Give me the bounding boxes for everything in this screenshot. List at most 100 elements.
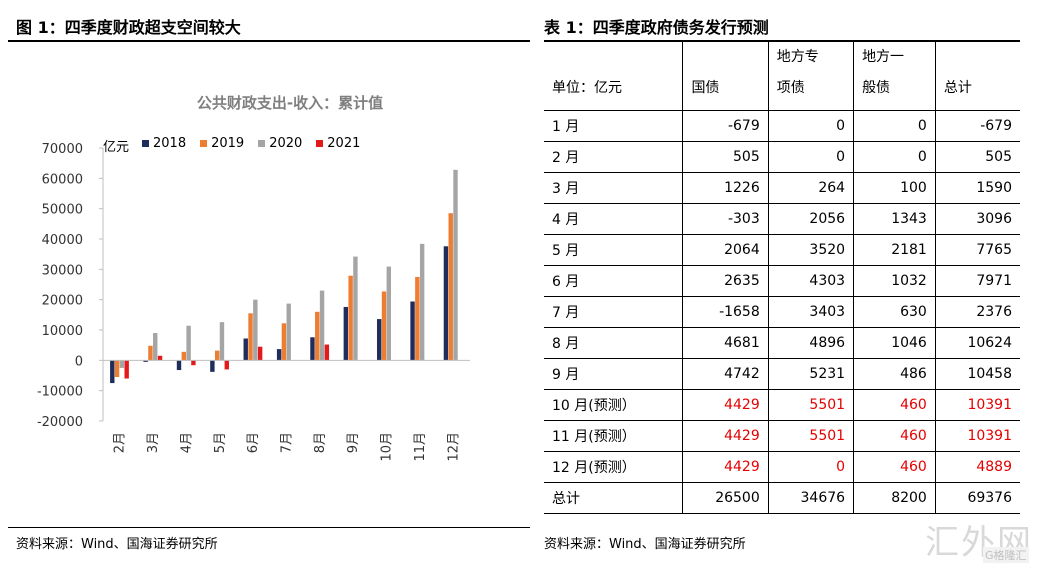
- bar-2020-5: [286, 303, 291, 361]
- x-tick-label: 10月: [380, 432, 395, 462]
- cell-guozhai: 26500: [682, 482, 769, 514]
- cell-zhuanxiang: 4303: [767, 265, 854, 297]
- legend-swatch: [200, 140, 208, 147]
- cell-yiban: 8200: [853, 482, 936, 514]
- cell-yiban: 630: [853, 296, 936, 328]
- bar-2020-8: [386, 266, 391, 361]
- legend-label: 2019: [211, 136, 245, 151]
- header-text: 国债: [691, 80, 720, 96]
- bar-2018-5: [276, 349, 282, 361]
- cell-total: 3096: [934, 203, 1020, 235]
- legend-swatch: [316, 140, 324, 147]
- x-tick-label: 3月: [146, 432, 161, 453]
- cell-yiban: 460: [853, 420, 936, 452]
- cell-guozhai: 1226: [682, 172, 769, 204]
- x-tick-label: 11月: [413, 432, 428, 462]
- cell-yiban: 2181: [853, 234, 936, 266]
- bar-2018-2: [176, 360, 182, 371]
- chart-legend: 2018 2019 2020 2021: [142, 136, 360, 151]
- cell-total: 69376: [934, 482, 1020, 514]
- bar-2019-7: [348, 275, 353, 361]
- cell-guozhai: 505: [682, 141, 769, 173]
- bar-2019-10: [448, 213, 453, 361]
- row-label: 7 月: [544, 296, 683, 328]
- table-row: 3 月 1226 264 100 1590: [544, 172, 1020, 204]
- forecast-table: 单位：亿元 国债 地方专 项债 地方一 般债 总计 1 月 -679 0 0 -679 2 月 505 0 0…: [544, 42, 1020, 514]
- chart-title: 公共财政支出-收入：累计值: [196, 94, 384, 112]
- row-label: 8 月: [544, 327, 683, 359]
- table-row: 1 月 -679 0 0 -679: [544, 110, 1020, 142]
- bar-2021-0: [124, 360, 129, 379]
- cell-zhuanxiang: 5501: [767, 420, 854, 452]
- cell-zhuanxiang: 5501: [767, 389, 854, 421]
- bar-2018-3: [210, 360, 215, 372]
- cell-total: 4889: [934, 451, 1020, 483]
- cell-total: 10391: [934, 389, 1020, 421]
- bar-2019-6: [315, 311, 320, 361]
- bar-2020-7: [353, 256, 358, 361]
- table-header-cell: 总计: [934, 42, 1020, 111]
- x-tick-label: 2月: [113, 432, 128, 453]
- bar-2020-6: [319, 290, 325, 361]
- cell-zhuanxiang: 0: [767, 141, 854, 173]
- bar-2018-4: [243, 338, 248, 361]
- header-text: 地方一: [862, 49, 905, 65]
- bar-2021-2: [191, 360, 196, 366]
- bar-2019-5: [281, 323, 287, 361]
- y-tick-label: 70000: [42, 142, 83, 157]
- bar-2019-8: [381, 291, 387, 361]
- table-heading: 表 1：四季度政府债务发行预测: [544, 18, 769, 37]
- table-row: 总计 26500 34676 8200 69376: [544, 482, 1020, 514]
- bar-2019-0: [114, 360, 120, 378]
- legend-label: 2021: [327, 136, 361, 151]
- cell-yiban: 1343: [853, 203, 936, 235]
- bar-2019-4: [248, 313, 253, 361]
- cell-guozhai: 4429: [682, 420, 769, 452]
- y-tick-label: 40000: [42, 233, 83, 248]
- bar-2019-2: [181, 351, 187, 361]
- legend-label: 2018: [153, 136, 187, 151]
- row-label: 4 月: [544, 203, 683, 235]
- row-label: 2 月: [544, 141, 683, 173]
- cell-yiban: 1032: [853, 265, 936, 297]
- cell-zhuanxiang: 3520: [767, 234, 854, 266]
- table-header-cell: 国债: [682, 42, 769, 111]
- row-label: 12 月(预测）: [544, 451, 683, 483]
- cell-guozhai: -679: [682, 110, 769, 142]
- y-tick-label: 30000: [42, 263, 83, 278]
- table-row: 12 月(预测） 4429 0 460 4889: [544, 451, 1020, 483]
- table-row: 6 月 2635 4303 1032 7971: [544, 265, 1020, 297]
- watermark-logo: G格隆汇: [983, 547, 1029, 563]
- cell-total: 10624: [934, 327, 1020, 359]
- table-source: 资料来源：Wind、国海证券研究所: [544, 537, 746, 552]
- cell-zhuanxiang: 3403: [767, 296, 854, 328]
- table-header-cell: 地方一 般债: [853, 42, 936, 111]
- y-tick-label: 10000: [42, 324, 83, 339]
- x-tick-label: 5月: [213, 432, 228, 453]
- legend-swatch: [142, 140, 149, 147]
- bar-2020-2: [186, 325, 191, 361]
- bar-2018-6: [310, 337, 315, 361]
- header-text: 般债: [862, 80, 891, 96]
- y-tick-label: -10000: [37, 385, 83, 400]
- cell-yiban: 486: [853, 358, 936, 390]
- y-tick-label: -20000: [37, 415, 83, 430]
- table-header-cell: 地方专 项债: [767, 42, 854, 111]
- bar-2020-1: [153, 333, 158, 361]
- table-row: 2 月 505 0 0 505: [544, 141, 1020, 173]
- cell-total: 10391: [934, 420, 1020, 452]
- bar-2018-9: [410, 301, 415, 361]
- cell-total: 2376: [934, 296, 1020, 328]
- y-tick-label: 60000: [42, 172, 83, 187]
- header-text: 项债: [776, 80, 805, 96]
- cell-total: 10458: [934, 358, 1020, 390]
- bar-2019-9: [415, 276, 420, 361]
- header-text: 单位：亿元: [552, 80, 622, 96]
- x-tick-label: 9月: [346, 432, 361, 453]
- cell-zhuanxiang: 5231: [767, 358, 854, 390]
- row-label: 5 月: [544, 234, 683, 266]
- row-label: 6 月: [544, 265, 683, 297]
- cell-zhuanxiang: 34676: [767, 482, 854, 514]
- row-label: 11 月(预测）: [544, 420, 683, 452]
